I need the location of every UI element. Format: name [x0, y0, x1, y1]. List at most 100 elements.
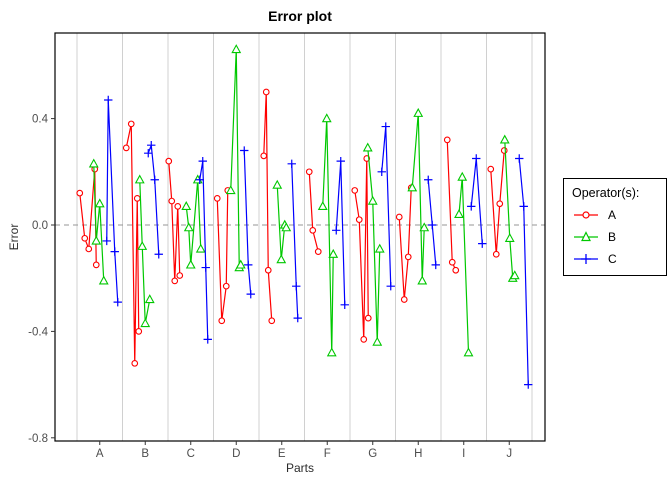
data-point-triangle-B [225, 185, 236, 195]
legend-item-operator-b: B [572, 226, 666, 248]
data-point-plus-C [287, 159, 296, 169]
data-point-circle-A [395, 213, 403, 221]
data-point-circle-A [135, 328, 143, 335]
data-point-triangle-B [499, 134, 510, 144]
series-C-line-part-E [291, 163, 299, 319]
data-point-circle-A [487, 165, 495, 173]
data-point-plus-C [144, 148, 153, 158]
x-tick-label-D: D [232, 448, 240, 460]
data-point-circle-A [496, 200, 504, 208]
data-point-circle-A [85, 245, 93, 253]
data-point-circle-A [213, 195, 221, 202]
data-point-triangle-B [281, 222, 292, 232]
data-point-circle-A [81, 234, 89, 242]
data-point-triangle-B [276, 254, 287, 264]
data-point-circle-A [264, 266, 272, 274]
data-point-circle-A [452, 266, 460, 274]
series-B-line-part-J [504, 139, 516, 280]
x-tick-label-E: E [278, 448, 286, 460]
data-point-circle-A [492, 250, 500, 258]
legend-box: Operator(s): A B C [563, 178, 667, 276]
data-point-plus-C [524, 380, 533, 389]
data-point-plus-C [472, 154, 481, 163]
data-point-circle-A [305, 168, 313, 176]
data-point-triangle-B [326, 347, 337, 357]
series-C-line-part-I [470, 158, 483, 244]
y-tick-label-0.0: 0.0 [32, 220, 48, 232]
data-point-triangle-B [181, 201, 192, 211]
legend-item-operator-c: C [572, 248, 666, 270]
data-point-plus-C [340, 300, 349, 309]
x-tick-label-F: F [324, 448, 331, 460]
data-point-triangle-B [504, 232, 515, 242]
legend-title: Operator(s): [572, 186, 640, 200]
data-point-circle-A [131, 359, 139, 367]
data-point-circle-A [165, 157, 173, 165]
series-B-line-part-F [322, 118, 334, 353]
data-point-plus-C [431, 260, 440, 270]
y-tick-label--0.8: -0.8 [28, 433, 48, 445]
data-point-triangle-B [91, 235, 102, 245]
data-point-circle-A [171, 277, 179, 285]
data-point-triangle-B [88, 158, 99, 168]
data-point-triangle-B [372, 336, 383, 346]
data-point-triangle-B [454, 209, 464, 219]
data-point-triangle-B [413, 107, 424, 117]
data-point-plus-C [292, 281, 301, 291]
data-point-triangle-B [321, 113, 332, 123]
data-point-circle-A [314, 248, 322, 255]
data-point-triangle-B [94, 198, 105, 208]
x-tick-label-B: B [141, 448, 149, 460]
data-point-plus-C [102, 236, 111, 246]
data-point-plus-C [293, 313, 302, 323]
data-point-plus-C [381, 122, 390, 131]
data-point-triangle-B [134, 174, 145, 184]
data-point-plus-C [198, 156, 207, 166]
series-C-line-part-J [518, 158, 529, 385]
data-point-circle-A [92, 261, 100, 269]
series-C-line-part-A [106, 99, 119, 303]
x-tick-label-A: A [96, 448, 104, 460]
data-point-plus-C [519, 202, 528, 211]
data-point-triangle-B [98, 275, 109, 285]
y-tick-label-0.4: 0.4 [32, 114, 49, 126]
data-point-circle-A [133, 195, 141, 202]
data-point-triangle-B [362, 142, 373, 152]
series-A-line-part-G [354, 158, 369, 340]
data-point-circle-A [176, 272, 184, 279]
series-B-line-part-A [93, 163, 105, 281]
data-point-circle-A [448, 258, 456, 266]
series-A-line-part-J [490, 150, 505, 255]
data-point-plus-C [154, 250, 163, 259]
data-point-triangle-B [183, 222, 194, 232]
data-point-triangle-B [137, 240, 148, 250]
data-point-circle-A [351, 187, 359, 194]
x-tick-label-H: H [414, 448, 422, 460]
data-point-circle-A [404, 253, 412, 261]
data-point-triangle-B [417, 275, 428, 285]
data-point-circle-A [168, 197, 176, 205]
series-A-line-part-I [446, 139, 457, 271]
plot-panel-border [54, 32, 546, 442]
series-C-line-part-F [335, 161, 346, 305]
data-point-triangle-B [374, 243, 385, 253]
data-point-plus-C [195, 175, 204, 184]
data-point-plus-C [147, 141, 156, 150]
data-point-circle-A [268, 317, 276, 325]
data-point-triangle-B [419, 222, 430, 232]
data-point-plus-C [246, 289, 255, 299]
data-point-plus-C [424, 175, 433, 184]
series-B-line-part-D [230, 49, 242, 270]
data-point-circle-A [262, 88, 270, 96]
chart-title: Error plot [268, 8, 332, 24]
legend-plus-icon [574, 254, 598, 264]
series-A-line-part-D [216, 190, 229, 321]
data-point-plus-C [150, 175, 159, 184]
data-point-plus-C [332, 226, 341, 235]
y-tick-label--0.4: -0.4 [28, 326, 48, 338]
data-point-plus-C [377, 167, 386, 176]
x-tick-label-C: C [187, 448, 195, 460]
data-point-circle-A [127, 120, 135, 128]
data-point-circle-A [76, 189, 84, 197]
